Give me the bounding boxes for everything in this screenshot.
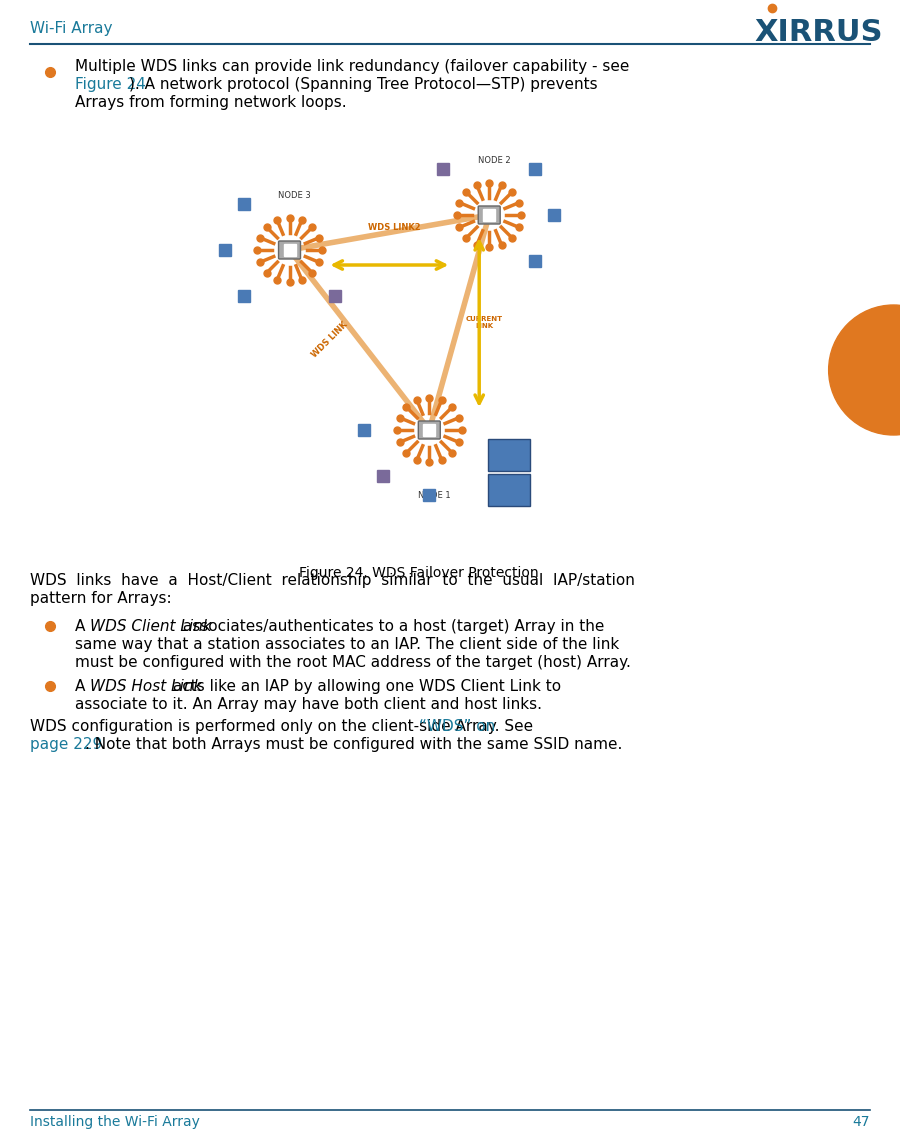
Text: pattern for Arrays:: pattern for Arrays: [30,591,171,605]
Text: CURRENT
LINK: CURRENT LINK [466,316,503,329]
Text: Wi-Fi Array: Wi-Fi Array [30,20,113,35]
Text: Installing the Wi-Fi Array: Installing the Wi-Fi Array [30,1116,200,1129]
Text: 47: 47 [852,1116,869,1129]
Text: associates/authenticates to a host (target) Array in the: associates/authenticates to a host (targ… [177,618,604,634]
Text: page 229: page 229 [30,736,102,752]
Text: “WDS” on: “WDS” on [419,718,496,734]
Text: A: A [75,678,90,693]
Circle shape [829,304,901,435]
Text: WDS Host Link: WDS Host Link [90,678,202,693]
Text: Arrays from forming network loops.: Arrays from forming network loops. [75,94,347,109]
Text: WDS configuration is performed only on the client-side Array. See: WDS configuration is performed only on t… [30,718,538,734]
Text: associate to it. An Array may have both client and host links.: associate to it. An Array may have both … [75,696,542,711]
Text: same way that a station associates to an IAP. The client side of the link: same way that a station associates to an… [75,636,619,652]
Text: NODE 2: NODE 2 [478,156,511,165]
Text: NODE 3: NODE 3 [278,191,311,200]
Text: WDS LINK2: WDS LINK2 [368,223,421,232]
Text: A: A [75,618,90,634]
Text: WDS Client Link: WDS Client Link [90,618,212,634]
FancyBboxPatch shape [488,438,530,471]
Text: must be configured with the root MAC address of the target (host) Array.: must be configured with the root MAC add… [75,654,631,669]
FancyBboxPatch shape [418,421,441,438]
Text: Multiple WDS links can provide link redundancy (failover capability - see: Multiple WDS links can provide link redu… [75,58,629,74]
Text: NODE 1: NODE 1 [418,491,450,500]
Text: XIRRUS: XIRRUS [754,17,883,47]
FancyBboxPatch shape [488,474,530,506]
FancyBboxPatch shape [478,206,500,224]
Text: Figure 24: Figure 24 [75,76,146,92]
Text: WDS  links  have  a  Host/Client  relationship  similar  to  the  usual  IAP/sta: WDS links have a Host/Client relationshi… [30,573,635,587]
Text: WDS LINK: WDS LINK [310,320,350,360]
Text: . Note that both Arrays must be configured with the same SSID name.: . Note that both Arrays must be configur… [85,736,623,752]
FancyBboxPatch shape [278,241,301,259]
Text: ). A network protocol (Spanning Tree Protocol—STP) prevents: ). A network protocol (Spanning Tree Pro… [129,76,597,92]
Text: Figure 24. WDS Failover Protection: Figure 24. WDS Failover Protection [299,566,539,580]
Text: acts like an IAP by allowing one WDS Client Link to: acts like an IAP by allowing one WDS Cli… [168,678,560,693]
